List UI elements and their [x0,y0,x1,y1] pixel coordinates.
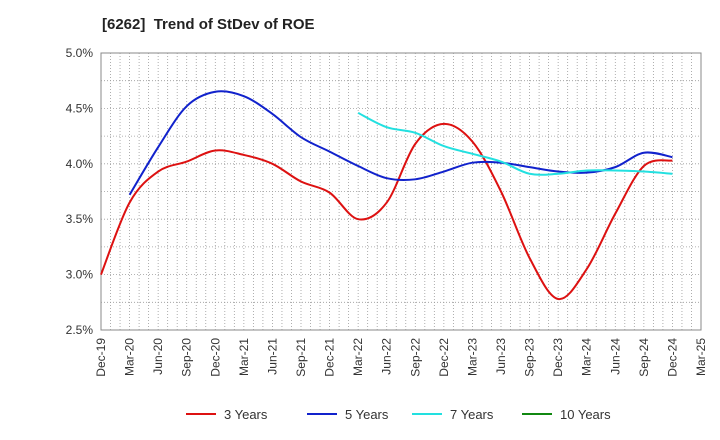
x-tick-label: Mar-20 [123,338,137,376]
series-line-3 [357,111,673,176]
legend-label-1: 3 Years [224,407,268,422]
x-tick-label: Dec-22 [437,338,451,377]
series-layer [100,90,673,300]
series-line-2 [128,90,673,196]
x-tick-label: Mar-24 [580,338,594,376]
chart-title: [6262] Trend of StDev of ROE [102,16,315,33]
x-tick-label: Mar-22 [351,338,365,376]
x-tick-label: Mar-23 [465,338,479,376]
x-tick-label: Sep-20 [180,338,194,377]
x-axis: Dec-19 Mar-20 Jun-20 Sep-20 Dec-20 Mar-21 Jun-… [94,338,708,377]
x-tick-label: Jun-21 [265,338,279,375]
x-tick-label: Jun-20 [151,338,165,375]
legend: 3 Years 5 Years 7 Years 10 Years [186,407,611,422]
y-tick-label: 4.0% [66,157,94,171]
y-axis: 2.5% 3.0% 3.5% 4.0% 4.5% 5.0% [66,46,94,337]
legend-label-3: 7 Years [450,407,494,422]
x-tick-label: Sep-21 [294,338,308,377]
x-tick-label: Jun-23 [494,338,508,375]
y-tick-label: 5.0% [66,46,94,60]
x-tick-label: Sep-24 [637,338,651,377]
x-tick-label: Dec-21 [323,338,337,377]
x-tick-label: Mar-21 [237,338,251,376]
y-tick-label: 3.5% [66,212,94,226]
x-tick-label: Mar-25 [694,338,708,376]
x-tick-label: Dec-24 [665,338,679,377]
x-tick-label: Dec-23 [551,338,565,377]
x-tick-label: Dec-19 [94,338,108,377]
x-tick-label: Sep-23 [523,338,537,377]
x-tick-label: Dec-20 [208,338,222,377]
x-tick-label: Sep-22 [408,338,422,377]
y-tick-label: 2.5% [66,323,94,337]
x-tick-label: Jun-24 [608,338,622,375]
grid-layer [101,53,701,330]
series-line-1 [100,122,673,300]
x-tick-label: Jun-22 [380,338,394,375]
legend-label-2: 5 Years [345,407,389,422]
y-tick-label: 3.0% [66,268,94,282]
legend-label-4: 10 Years [560,407,611,422]
y-tick-label: 4.5% [66,101,94,115]
